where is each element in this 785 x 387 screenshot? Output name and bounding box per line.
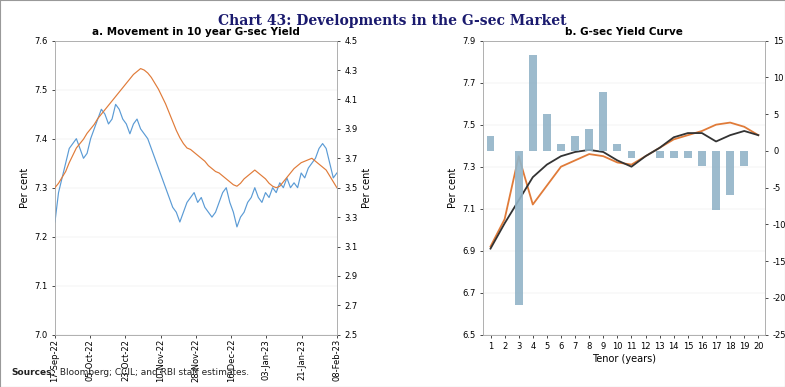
Text: Chart 43: Developments in the G-sec Market: Chart 43: Developments in the G-sec Mark… [218, 14, 567, 27]
Bar [684, 151, 692, 158]
Bar [487, 136, 495, 151]
Bar [614, 144, 621, 151]
Title: b. G-sec Yield Curve: b. G-sec Yield Curve [565, 27, 684, 37]
Y-axis label: Per cent: Per cent [448, 168, 458, 208]
Title: a. Movement in 10 year G-sec Yield: a. Movement in 10 year G-sec Yield [92, 27, 300, 37]
Bar [670, 151, 677, 158]
Y-axis label: Per cent: Per cent [20, 168, 30, 208]
Bar [529, 55, 537, 151]
Text: Sources:: Sources: [12, 368, 56, 377]
Bar [726, 151, 734, 195]
Bar [557, 144, 565, 151]
Text: Bloomberg; CCIL; and RBI staff estimates.: Bloomberg; CCIL; and RBI staff estimates… [57, 368, 250, 377]
Bar [571, 136, 579, 151]
Bar [655, 151, 663, 158]
Bar [627, 151, 635, 158]
Bar [515, 151, 523, 305]
X-axis label: Tenor (years): Tenor (years) [593, 354, 656, 364]
Bar [698, 151, 706, 166]
Bar [543, 114, 551, 151]
Bar [586, 129, 593, 151]
Bar [740, 151, 748, 166]
Y-axis label: Per cent: Per cent [362, 168, 372, 208]
Bar [600, 92, 607, 151]
Bar [712, 151, 720, 210]
